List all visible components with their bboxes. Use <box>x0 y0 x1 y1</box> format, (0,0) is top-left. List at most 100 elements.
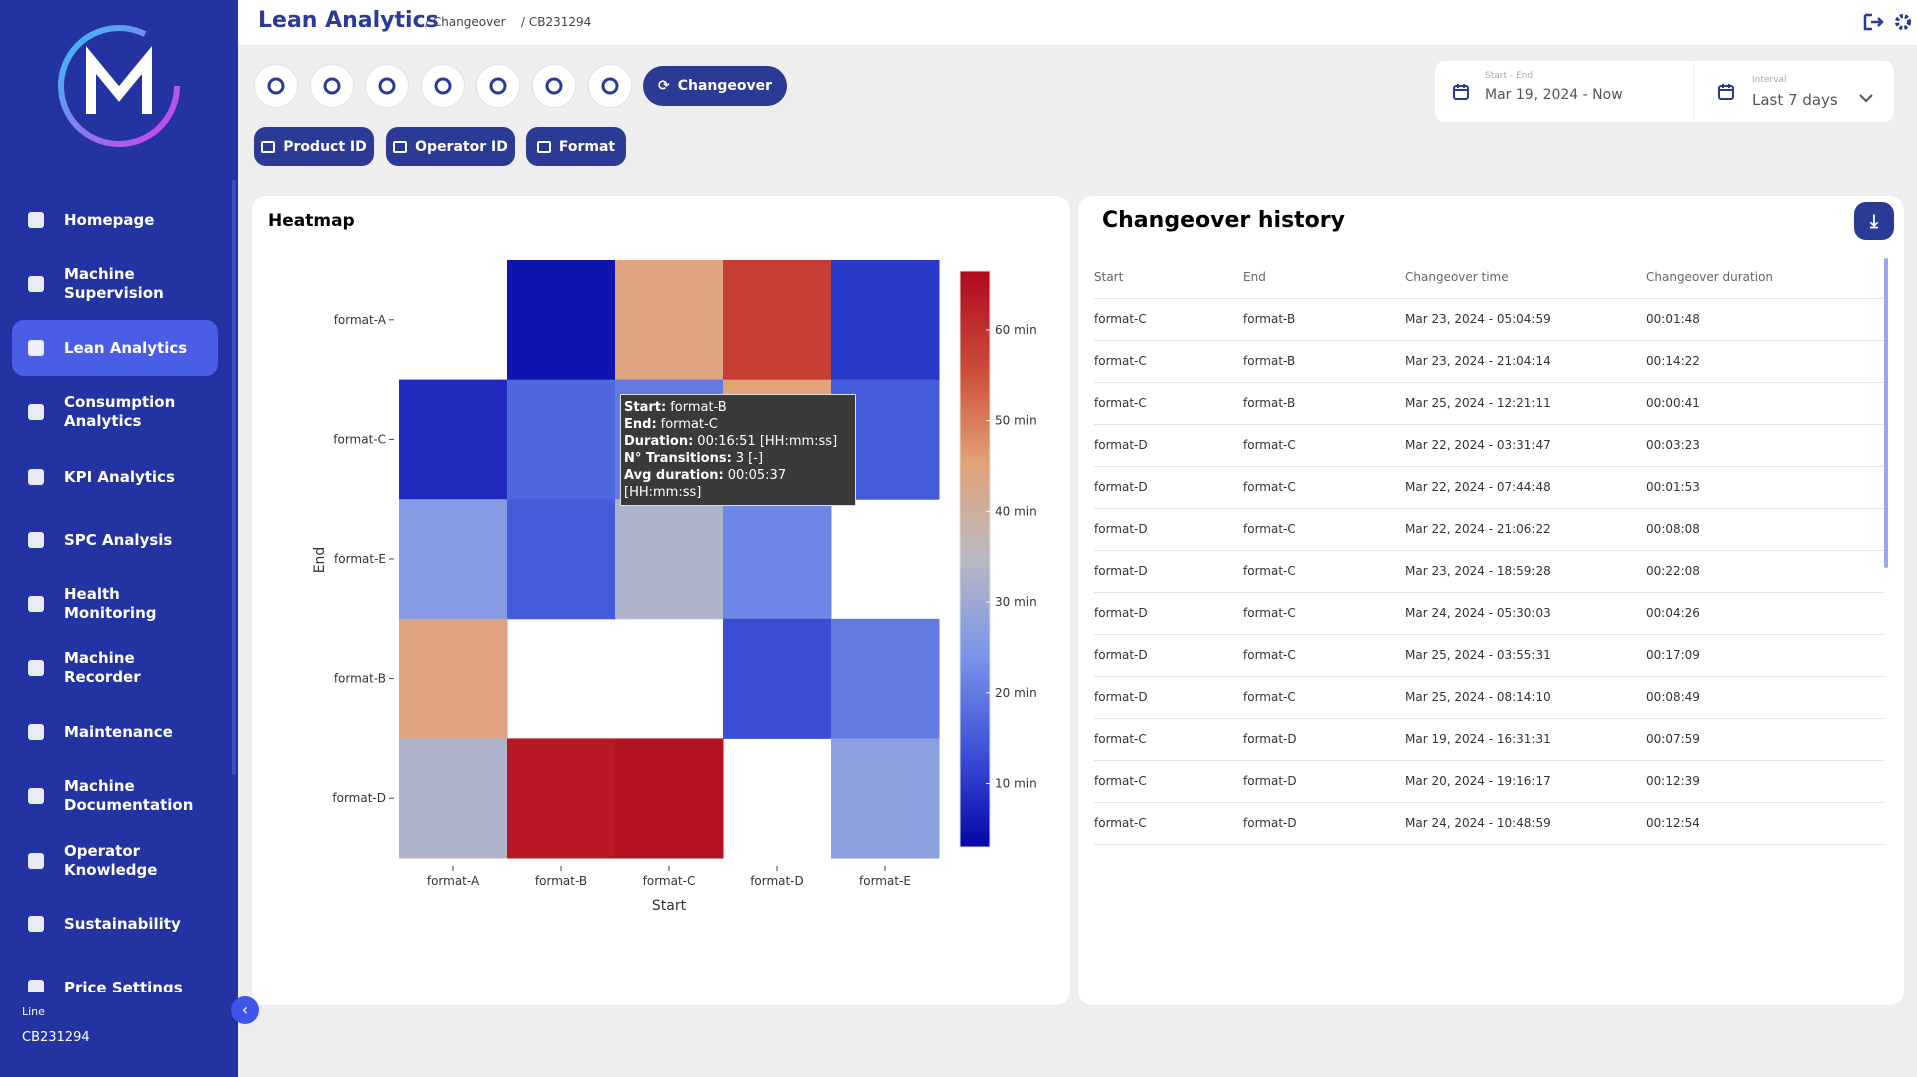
tab-button[interactable] <box>587 64 632 108</box>
table-cell: Mar 23, 2024 - 05:04:59 <box>1405 312 1551 326</box>
heat-cell <box>615 738 724 859</box>
topbar: Lean Analytics / Changeover / CB231294 <box>238 0 1917 45</box>
card-title: Heatmap <box>268 211 355 231</box>
heat-cell <box>615 499 724 620</box>
table-row: format-D format-C Mar 25, 2024 - 03:55:31 0… <box>1094 634 1884 677</box>
x-tick-label: format-C <box>643 874 696 888</box>
nav-icon <box>28 980 44 992</box>
nav-label: Price Settings <box>64 978 183 993</box>
tab-icon <box>378 77 396 95</box>
page-title: Lean Analytics <box>258 8 439 33</box>
tooltip-key: Avg duration: <box>624 468 724 483</box>
table-cell: Mar 23, 2024 - 21:04:14 <box>1405 354 1551 368</box>
table-cell: format-C <box>1094 354 1147 368</box>
tab-button[interactable] <box>420 64 465 108</box>
column-header[interactable]: Start <box>1094 270 1124 284</box>
date-value[interactable]: Mar 19, 2024 - Now <box>1485 87 1623 103</box>
interval-label: Interval <box>1752 75 1787 85</box>
nav-item[interactable]: Machine Supervision <box>12 256 218 312</box>
collapse-button[interactable]: ‹ <box>231 996 259 1024</box>
filter-button[interactable]: Operator ID <box>386 127 515 166</box>
nav-item[interactable]: Lean Analytics <box>12 320 218 376</box>
table-row: format-C format-B Mar 25, 2024 - 12:21:11 0… <box>1094 382 1884 425</box>
filter-button[interactable]: Product ID <box>254 127 374 166</box>
tab-button[interactable] <box>476 64 521 108</box>
nav-item[interactable]: SPC Analysis <box>12 512 218 568</box>
nav-item[interactable]: Consumption Analytics <box>12 384 218 440</box>
table-cell: 00:12:54 <box>1646 816 1700 830</box>
table-cell: 00:07:59 <box>1646 732 1700 746</box>
tab-label: Changeover <box>677 78 773 94</box>
heat-cell <box>831 738 940 859</box>
table-cell: format-C <box>1094 774 1147 788</box>
table-row: format-D format-C Mar 22, 2024 - 07:44:48 0… <box>1094 466 1884 509</box>
table-cell: format-B <box>1243 396 1296 410</box>
nav-item[interactable]: Health Monitoring <box>12 576 218 632</box>
download-button[interactable]: ⤓ <box>1854 202 1894 240</box>
column-header[interactable]: End <box>1243 270 1266 284</box>
y-tick-label: format-D <box>332 791 386 805</box>
glyph <box>601 77 619 95</box>
glyph <box>323 77 341 95</box>
filter-icon <box>536 140 551 153</box>
tooltip-line: End: format-C <box>624 416 852 433</box>
nav-item[interactable]: Sustainability <box>12 896 218 952</box>
table-cell: 00:00:41 <box>1646 396 1700 410</box>
y-tick-label: format-A <box>334 313 387 327</box>
y-tick-label: format-B <box>334 672 386 686</box>
table-scrollbar <box>1884 258 1888 568</box>
nav-item[interactable]: Machine Documentation <box>12 768 218 824</box>
nav-label: KPI Analytics <box>64 467 175 486</box>
nav-item[interactable]: Price Settings <box>12 960 218 992</box>
heat-cell <box>831 260 940 381</box>
table-cell: format-C <box>1243 480 1296 494</box>
tooltip-value: format-C <box>660 417 718 432</box>
nav-item[interactable]: KPI Analytics <box>12 449 218 505</box>
table-cell: format-C <box>1243 564 1296 578</box>
table-cell: Mar 25, 2024 - 08:14:10 <box>1405 690 1551 704</box>
tooltip-key: Duration: <box>624 434 694 449</box>
y-tick-label: format-E <box>334 552 386 566</box>
tooltip-value: 00:16:51 [HH:mm:ss] <box>697 434 838 449</box>
column-header[interactable]: Changeover duration <box>1646 270 1774 284</box>
dropdown-icon[interactable] <box>1859 94 1873 103</box>
interval-value[interactable]: Last 7 days <box>1752 91 1838 109</box>
colorbar-tick-label: 60 min <box>995 323 1037 337</box>
nav-label: SPC Analysis <box>64 530 173 549</box>
table-cell: Mar 23, 2024 - 18:59:28 <box>1405 564 1551 578</box>
tab-button[interactable] <box>532 64 576 108</box>
breadcrumb[interactable]: / Changeover <box>425 15 506 29</box>
nav-icon <box>28 340 44 356</box>
table-cell: format-C <box>1243 648 1296 662</box>
nav-item[interactable]: Machine Recorder <box>12 640 218 696</box>
nav-label: Homepage <box>64 210 155 229</box>
tab-button[interactable] <box>365 64 410 108</box>
tab-active[interactable]: ⟳ Changeover <box>643 66 787 106</box>
tab-button[interactable] <box>309 64 354 108</box>
header-icons[interactable] <box>1863 12 1913 32</box>
filter-button[interactable]: Format <box>526 127 626 166</box>
nav-icon <box>28 212 44 228</box>
nav-label: Lean Analytics <box>64 338 188 357</box>
table-cell: format-D <box>1094 564 1148 578</box>
date-panel: Start - End Mar 19, 2024 - Now Interval … <box>1435 61 1894 122</box>
nav-item[interactable]: Operator Knowledge <box>12 833 218 889</box>
nav-item[interactable]: Homepage <box>12 192 218 248</box>
table-cell: 00:08:49 <box>1646 690 1700 704</box>
filter-label: Product ID <box>283 138 367 155</box>
table-row: format-C format-D Mar 19, 2024 - 16:31:31 0… <box>1094 718 1884 761</box>
breadcrumb[interactable]: / CB231294 <box>521 15 592 29</box>
table-cell: 00:03:23 <box>1646 438 1700 452</box>
table-cell: format-C <box>1243 606 1296 620</box>
table-cell: format-C <box>1094 816 1147 830</box>
table-cell: 00:08:08 <box>1646 522 1700 536</box>
nav-icon <box>28 469 44 485</box>
table-cell: 00:04:26 <box>1646 606 1700 620</box>
table-row: format-C format-D Mar 20, 2024 - 19:16:17 0… <box>1094 760 1884 803</box>
nav-item[interactable]: Maintenance <box>12 704 218 760</box>
colorbar-tick-label: 20 min <box>995 686 1037 700</box>
tab-button[interactable] <box>254 64 298 108</box>
column-header[interactable]: Changeover time <box>1405 270 1509 284</box>
nav-list: Homepage Machine Supervision Lean Analytic… <box>0 190 238 992</box>
tooltip-key: Start: <box>624 400 667 415</box>
